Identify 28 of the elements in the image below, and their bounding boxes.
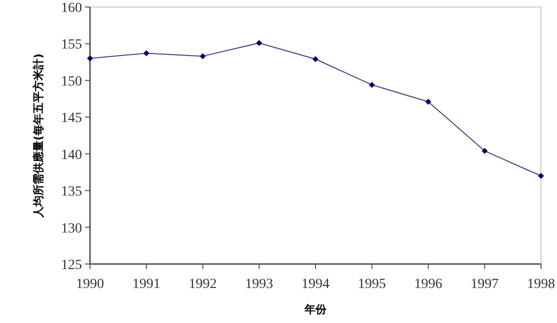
point <box>482 148 488 154</box>
x-tick-label: 1995 <box>358 277 386 292</box>
y-tick-label: 145 <box>61 111 82 126</box>
y-tick-label: 135 <box>61 184 82 200</box>
y-tick-label: 140 <box>61 148 82 163</box>
y-tick-label: 150 <box>61 74 82 90</box>
point <box>538 172 544 179</box>
x-tick-label: 1993 <box>245 277 274 292</box>
x-tick-label: 1994 <box>302 277 330 292</box>
point <box>143 50 150 56</box>
point <box>200 53 206 60</box>
x-tick-label: 1998 <box>527 277 555 292</box>
x-tick-label: 1997 <box>470 277 499 292</box>
y-tick-label: 130 <box>61 221 82 236</box>
y-tick-label: 125 <box>61 258 82 273</box>
point <box>368 82 375 88</box>
x-axis-title: 年份 <box>304 303 328 316</box>
point <box>425 98 432 105</box>
x-tick-label: 1990 <box>76 277 104 292</box>
y-axis-title: 人均所需供應量(每年五平方米計) <box>32 53 45 219</box>
y-tick-label: 155 <box>61 38 82 53</box>
x-tick-label: 1991 <box>132 277 160 292</box>
x-tick-label: 1996 <box>414 277 442 292</box>
point <box>256 40 262 46</box>
point <box>312 56 318 62</box>
y-tick-label: 160 <box>61 1 82 16</box>
x-tick-label: 1992 <box>188 277 217 292</box>
point <box>87 55 93 62</box>
